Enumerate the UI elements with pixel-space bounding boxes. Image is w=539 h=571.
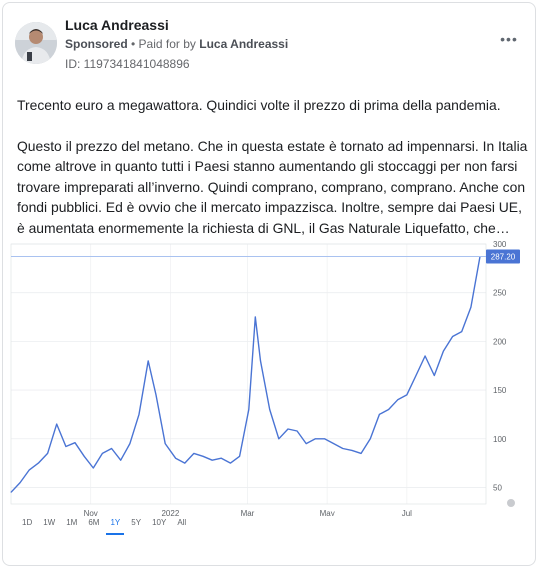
data-point — [406, 394, 408, 396]
data-point — [102, 452, 103, 454]
y-tick-label: 50 — [493, 483, 502, 492]
series-layer — [10, 256, 481, 493]
post-paragraph-2: Questo il prezzo del metano. Che in ques… — [17, 137, 528, 236]
data-point — [83, 455, 85, 457]
vertical-grid — [90, 244, 408, 504]
x-axis-labels: Nov 2022 Mar May Jul — [84, 509, 413, 516]
range-tab-6m[interactable]: 6M — [88, 518, 100, 527]
data-point — [211, 459, 213, 461]
y-tick-label: 200 — [493, 337, 507, 346]
x-tick-label: Mar — [241, 509, 255, 516]
meta-separator: • — [127, 37, 139, 51]
data-point — [230, 462, 231, 464]
price-chart: 50 100 150 200 250 300 Nov 2022 Mar May Jul 287.2… — [2, 236, 534, 536]
data-point — [38, 462, 39, 464]
data-point — [65, 446, 67, 447]
data-point — [360, 452, 362, 454]
data-point — [287, 428, 289, 430]
sponsored-label: Sponsored — [65, 37, 128, 51]
data-point — [260, 360, 261, 362]
range-tab-5y[interactable]: 5Y — [131, 518, 142, 527]
data-point — [305, 443, 307, 445]
data-point — [470, 306, 472, 308]
x-tick-label: Nov — [84, 509, 98, 516]
x-tick-label: 2022 — [161, 509, 179, 516]
range-tab-1w[interactable]: 1W — [43, 518, 56, 527]
range-tab-10y[interactable]: 10Y — [152, 518, 167, 527]
data-point — [324, 438, 325, 440]
y-axis-labels: 50 100 150 200 250 300 — [493, 240, 507, 492]
data-point — [47, 452, 48, 454]
data-point — [269, 409, 271, 410]
author-name[interactable]: Luca Andreassi — [65, 17, 169, 33]
settings-icon[interactable] — [507, 499, 515, 507]
data-point — [433, 375, 435, 376]
data-point — [461, 331, 463, 333]
data-point — [164, 443, 166, 445]
data-point — [92, 467, 94, 469]
x-tick-label: May — [320, 509, 335, 516]
data-point — [254, 316, 256, 318]
plot-frame — [10, 243, 487, 505]
data-point — [278, 438, 280, 440]
data-point — [296, 430, 298, 432]
data-point — [129, 443, 131, 445]
x-tick-label: Jul — [402, 509, 412, 516]
data-point — [74, 442, 76, 444]
current-value-box — [486, 249, 520, 264]
y-tick-label: 300 — [493, 240, 507, 249]
horizontal-grid — [11, 243, 486, 488]
data-point — [248, 409, 250, 410]
data-point — [28, 469, 30, 471]
y-tick-label: 150 — [493, 386, 507, 395]
y-tick-label: 250 — [493, 289, 507, 298]
data-point — [120, 459, 122, 461]
current-value-badge: 287.20 — [11, 249, 520, 264]
data-point — [56, 423, 58, 425]
data-point — [202, 455, 204, 457]
data-point — [193, 452, 195, 454]
data-point — [379, 414, 380, 415]
data-point — [424, 355, 426, 357]
data-point — [239, 455, 241, 457]
data-point — [175, 457, 177, 459]
post-paragraph-1: Trecento euro a megawattora. Quindici vo… — [17, 97, 501, 113]
data-point — [155, 394, 157, 396]
current-value-label: 287.20 — [491, 252, 516, 261]
data-point — [314, 438, 316, 440]
range-tab-all[interactable]: All — [177, 518, 187, 527]
range-tabs: 1D 1W 1M 6M 1Y 5Y 10Y All — [22, 518, 197, 535]
price-line — [10, 256, 481, 493]
data-point — [19, 482, 21, 483]
data-point — [415, 375, 417, 376]
data-point — [342, 448, 344, 449]
post-body: Trecento euro a megawattora. Quindici vo… — [17, 95, 532, 238]
data-point — [388, 409, 389, 410]
paid-for-name[interactable]: Luca Andreassi — [199, 37, 289, 51]
data-point — [369, 438, 371, 440]
range-tab-1d[interactable]: 1D — [22, 518, 33, 527]
more-options-icon[interactable]: ••• — [500, 31, 518, 47]
data-point — [443, 350, 444, 352]
data-point — [397, 399, 399, 401]
range-tab-1y[interactable]: 1Y — [106, 518, 125, 535]
data-point — [452, 336, 453, 337]
ad-id: ID: 1197341841048896 — [65, 57, 190, 71]
data-point — [220, 457, 222, 459]
data-point — [10, 491, 12, 493]
paid-for-label: Paid for by — [138, 37, 200, 51]
y-tick-label: 100 — [493, 435, 507, 444]
data-point — [138, 414, 140, 415]
data-point — [351, 450, 353, 451]
data-point — [111, 448, 112, 449]
data-point — [184, 462, 186, 464]
data-point — [333, 443, 335, 445]
avatar[interactable] — [15, 22, 57, 64]
sponsored-line: Sponsored • Paid for by Luca Andreassi — [65, 37, 288, 51]
data-point — [147, 360, 149, 362]
chart-svg: 50 100 150 200 250 300 Nov 2022 Mar May Jul 287.2… — [10, 240, 520, 516]
range-tab-1m[interactable]: 1M — [66, 518, 78, 527]
